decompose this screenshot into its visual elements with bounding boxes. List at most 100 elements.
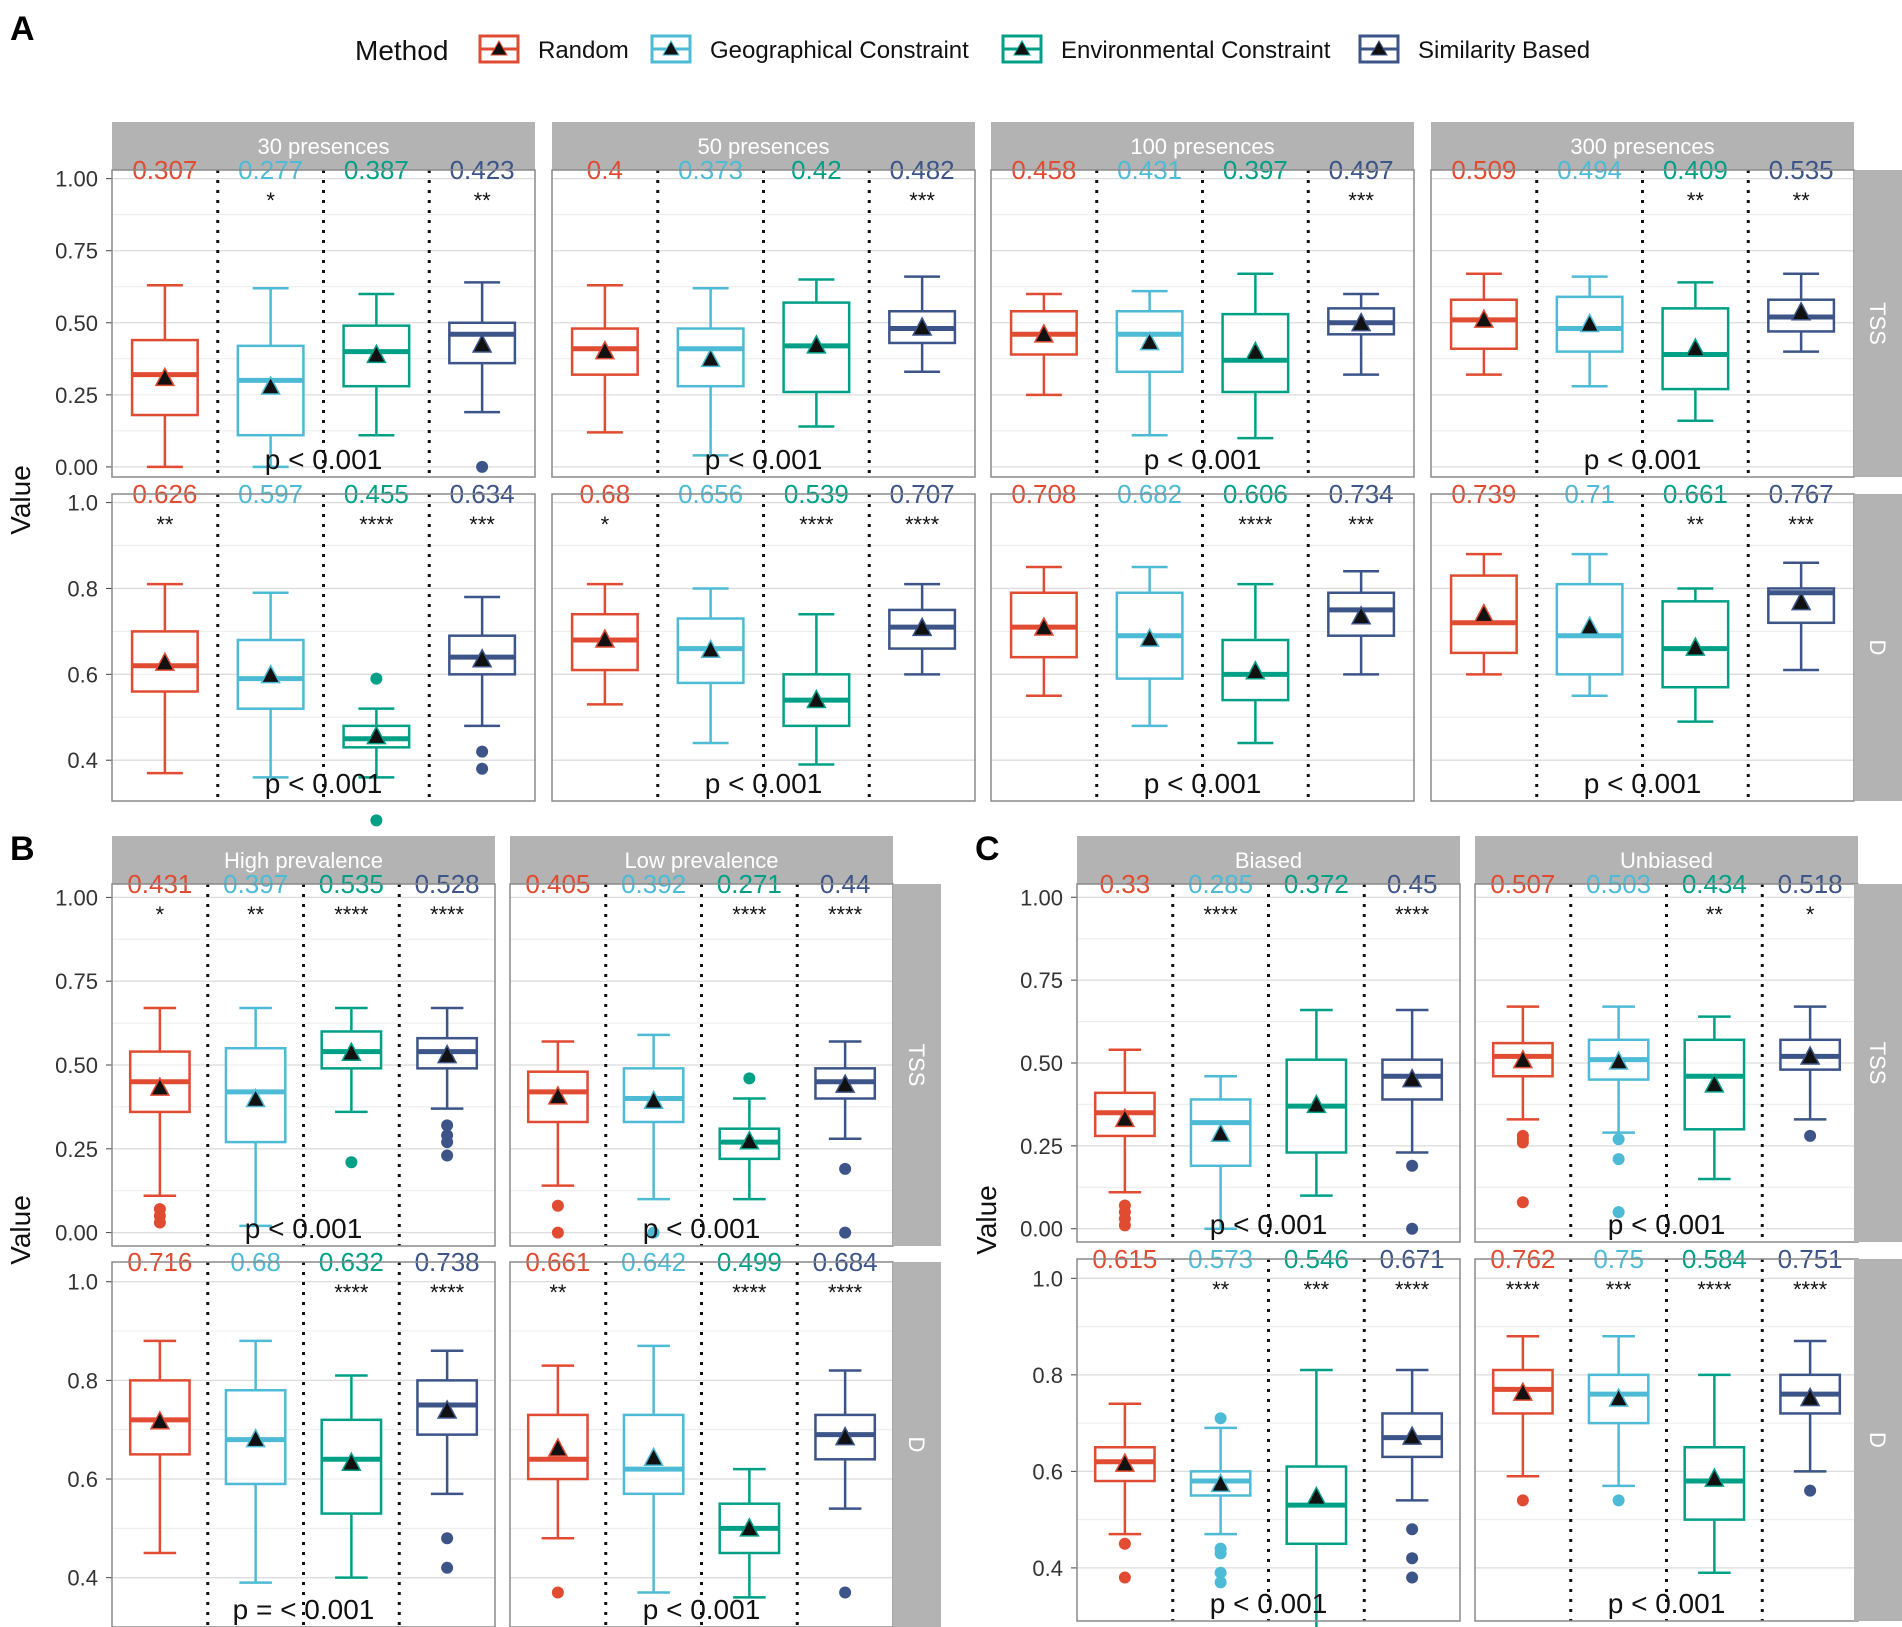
y-tick-label: 0.8 (1032, 1363, 1063, 1388)
mean-marker (1210, 1472, 1231, 1493)
significance-stars: *** (909, 188, 935, 213)
outlier-point (345, 1156, 358, 1169)
outlier-point (1406, 1552, 1419, 1565)
facet-strip-label: 50 presences (697, 134, 829, 159)
mean-marker (1473, 308, 1495, 328)
y-tick-label: 0.00 (55, 455, 98, 480)
mean-marker (806, 334, 827, 354)
y-tick-label: 0.8 (67, 1368, 98, 1393)
mean-marker (1608, 1050, 1629, 1070)
y-tick-label: 1.00 (55, 885, 98, 910)
facet-strip-side (1854, 884, 1902, 1242)
panel-letter-b: B (10, 830, 35, 868)
mean-marker (911, 616, 933, 637)
p-value-label: p = < 0.001 (233, 1594, 375, 1625)
y-tick-label: 0.25 (1020, 1134, 1063, 1159)
plot-border (111, 493, 536, 802)
outlier-point (1612, 1206, 1625, 1219)
significance-stars: **** (1395, 1277, 1430, 1302)
facet-strip-label: 30 presences (257, 134, 389, 159)
mean-marker (700, 638, 721, 659)
significance-stars: **** (430, 902, 465, 927)
y-tick-label: 0.00 (1020, 1217, 1063, 1242)
plot-border (1076, 883, 1461, 1243)
significance-stars: *** (469, 512, 495, 537)
outlier-point (551, 1199, 564, 1212)
y-tick-label: 0.4 (67, 748, 98, 773)
outlier-point (476, 762, 489, 775)
plot-border (1076, 1258, 1461, 1622)
facet-strip-top (510, 836, 893, 884)
mean-marker (1114, 1107, 1136, 1128)
y-tick-label: 0.8 (67, 576, 98, 601)
outlier-point (1406, 1159, 1419, 1172)
y-tick-label: 0.6 (67, 1467, 98, 1492)
y-tick-label: 0.6 (1032, 1459, 1063, 1484)
outlier-point (839, 1226, 852, 1239)
mean-marker (643, 1446, 664, 1467)
y-tick-label: 1.0 (67, 1270, 98, 1295)
mean-marker (341, 1451, 362, 1471)
y-tick-label: 0.50 (55, 311, 98, 336)
outlier-point (1516, 1136, 1529, 1149)
significance-stars: **** (828, 1280, 863, 1305)
mean-marker (149, 1076, 171, 1096)
legend-key-mean-icon (490, 39, 508, 56)
facet-strip-top (112, 836, 495, 884)
facet-strip-side (893, 884, 941, 1246)
mean-marker (154, 366, 176, 387)
outlier-point (1612, 1153, 1625, 1166)
y-axis-label: Value (5, 1195, 36, 1265)
mean-marker (245, 1427, 266, 1448)
facet-strip-top (552, 122, 975, 170)
outlier-point (1118, 1219, 1131, 1232)
legend-key-mean-icon (662, 39, 680, 56)
outlier-point (1612, 1133, 1625, 1146)
mean-marker (739, 1130, 760, 1150)
mean-marker (245, 1087, 266, 1108)
mean-marker (149, 1410, 171, 1430)
y-tick-label: 0.25 (55, 383, 98, 408)
facet-strip-label: Low prevalence (624, 848, 778, 873)
facet-strip-top (112, 122, 535, 170)
mean-marker (1579, 312, 1600, 333)
mean-marker (366, 343, 387, 364)
legend-key-mean-icon (1013, 39, 1031, 56)
mean-marker (834, 1425, 856, 1446)
mean-marker (643, 1089, 664, 1109)
outlier-point (1516, 1494, 1529, 1507)
outlier-point (370, 814, 383, 827)
significance-stars: **** (430, 1280, 465, 1305)
box-iqr (1587, 1373, 1650, 1425)
mean-marker (1608, 1387, 1629, 1407)
mean-marker (1139, 331, 1160, 351)
plot-border (551, 493, 976, 802)
outlier-point (441, 1532, 454, 1545)
significance-stars: **** (334, 1280, 369, 1305)
mean-marker (1033, 616, 1055, 636)
mean-marker (1579, 615, 1600, 635)
significance-stars: **** (1204, 902, 1239, 927)
facet-strip-label: High prevalence (224, 848, 383, 873)
mean-marker (1210, 1122, 1231, 1143)
plot-border (990, 493, 1415, 802)
significance-stars: ** (1687, 188, 1705, 213)
outlier-point (1214, 1412, 1227, 1425)
mean-marker (471, 648, 493, 668)
outlier-point (476, 745, 489, 758)
significance-stars: **** (905, 512, 940, 537)
mean-marker (1473, 603, 1495, 623)
mean-marker (547, 1437, 569, 1457)
y-tick-label: 0.75 (1020, 968, 1063, 993)
facet-strip-label: 100 presences (1130, 134, 1274, 159)
significance-stars: ** (1212, 1277, 1230, 1302)
mean-marker (1350, 312, 1372, 332)
y-tick-label: 1.0 (1032, 1266, 1063, 1291)
mean-marker (1306, 1093, 1327, 1114)
mean-marker (1512, 1049, 1534, 1069)
plot-border (111, 169, 536, 478)
y-axis-label: Value (5, 465, 36, 535)
mean-marker (341, 1041, 362, 1062)
significance-stars: *** (1348, 512, 1374, 537)
